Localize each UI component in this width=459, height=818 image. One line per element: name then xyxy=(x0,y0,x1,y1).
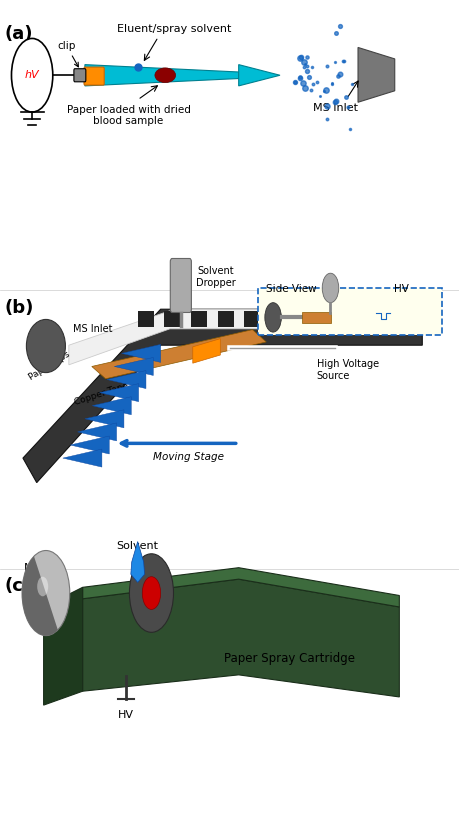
Polygon shape xyxy=(351,311,367,327)
Polygon shape xyxy=(191,311,207,327)
Wedge shape xyxy=(22,556,58,636)
Polygon shape xyxy=(85,410,124,428)
Text: (a): (a) xyxy=(5,25,33,43)
Polygon shape xyxy=(164,311,180,327)
Polygon shape xyxy=(44,587,83,705)
Polygon shape xyxy=(92,330,266,379)
Polygon shape xyxy=(271,311,287,327)
Circle shape xyxy=(265,303,281,332)
FancyBboxPatch shape xyxy=(84,67,104,85)
Polygon shape xyxy=(69,309,404,365)
Text: HV: HV xyxy=(394,284,409,294)
Text: Paper loaded with dried
blood sample: Paper loaded with dried blood sample xyxy=(67,105,190,126)
Polygon shape xyxy=(131,542,145,582)
Circle shape xyxy=(322,273,339,303)
Text: hV: hV xyxy=(25,70,39,80)
Text: HV: HV xyxy=(118,710,134,720)
Circle shape xyxy=(22,551,70,636)
Polygon shape xyxy=(85,65,239,86)
Polygon shape xyxy=(107,371,146,389)
Polygon shape xyxy=(122,344,161,362)
Polygon shape xyxy=(358,47,395,102)
Polygon shape xyxy=(92,397,131,415)
Text: Paper Tips: Paper Tips xyxy=(28,349,72,382)
Text: MS: MS xyxy=(24,563,40,573)
Text: Moving Stage: Moving Stage xyxy=(153,452,224,462)
Polygon shape xyxy=(63,449,102,467)
Ellipse shape xyxy=(27,320,66,373)
FancyBboxPatch shape xyxy=(258,288,442,335)
Polygon shape xyxy=(100,384,139,402)
Polygon shape xyxy=(114,357,153,375)
Text: High Voltage
Source: High Voltage Source xyxy=(317,359,379,380)
Polygon shape xyxy=(297,311,313,327)
Circle shape xyxy=(129,554,174,632)
FancyBboxPatch shape xyxy=(170,258,191,312)
Polygon shape xyxy=(324,311,340,327)
Circle shape xyxy=(11,38,53,112)
Polygon shape xyxy=(70,436,109,454)
Polygon shape xyxy=(244,311,260,327)
Polygon shape xyxy=(239,65,280,86)
Text: Solvent: Solvent xyxy=(117,542,159,551)
Text: (c): (c) xyxy=(5,577,32,595)
Polygon shape xyxy=(83,568,399,607)
Text: Paper Spray Cartridge: Paper Spray Cartridge xyxy=(224,652,355,665)
FancyBboxPatch shape xyxy=(74,69,86,82)
Circle shape xyxy=(37,577,48,596)
Text: (b): (b) xyxy=(5,299,34,317)
Polygon shape xyxy=(193,339,220,363)
Text: Side View: Side View xyxy=(266,284,317,294)
Text: Solvent
Dropper: Solvent Dropper xyxy=(196,267,235,288)
Text: clip: clip xyxy=(57,41,78,67)
Polygon shape xyxy=(138,311,154,327)
Polygon shape xyxy=(23,309,422,483)
Polygon shape xyxy=(83,579,399,697)
Polygon shape xyxy=(78,423,117,441)
Text: MS Inlet: MS Inlet xyxy=(313,103,358,113)
Ellipse shape xyxy=(155,68,175,83)
FancyBboxPatch shape xyxy=(302,312,331,323)
Text: MS Inlet: MS Inlet xyxy=(73,324,113,334)
Text: Eluent/spray solvent: Eluent/spray solvent xyxy=(117,25,232,34)
Polygon shape xyxy=(218,311,234,327)
Circle shape xyxy=(142,577,161,609)
Text: Copper Tape: Copper Tape xyxy=(73,381,130,407)
